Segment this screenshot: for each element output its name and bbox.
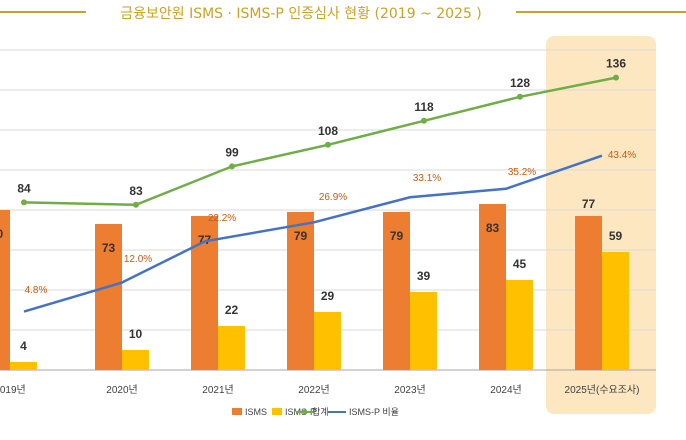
bar-ismsp-5 [506,280,533,370]
bar-isms-4 [383,212,410,370]
label-isms-0: 80 [0,227,3,241]
legend-label-ratio: ISMS-P 비율 [349,407,399,417]
bar-ismsp-3 [314,312,341,370]
point-total-2 [229,163,235,170]
label-ismsp-3: 29 [321,289,335,303]
label-ismsp-1: 10 [129,327,143,341]
label-ratio-3: 26.9% [319,192,347,203]
label-ismsp-6: 59 [609,229,623,243]
bar-ismsp-4 [410,292,437,370]
label-isms-3: 79 [294,229,308,243]
label-ratio-4: 33.1% [413,173,441,184]
label-total-1: 83 [129,184,143,198]
bar-ismsp-2 [218,326,245,370]
x-tick-label-1: 2020년 [106,384,137,396]
point-total-3 [325,141,331,148]
x-tick-label-0: 2019년 [0,384,26,396]
label-total-0: 84 [17,181,31,195]
legend-label-total: 합계 [312,406,329,417]
bar-isms-5 [479,204,506,370]
point-total-4 [421,117,427,124]
legend-label-isms: ISMS [245,407,267,417]
x-tick-label-4: 2023년 [394,384,425,396]
label-total-2: 99 [225,145,239,159]
bar-ismsp-6 [602,252,629,370]
label-ratio-5: 35.2% [508,167,536,178]
label-total-4: 118 [414,100,434,114]
bar-isms-1 [95,224,122,370]
legend-marker-total [302,409,308,415]
label-isms-4: 79 [390,229,404,243]
legend-swatch-ismsp [272,408,282,415]
label-ismsp-2: 22 [225,303,239,317]
label-ratio-2: 22.2% [208,213,236,224]
bar-isms-6 [575,216,602,370]
point-total-6 [613,74,619,81]
label-ratio-6: 43.4% [608,150,636,161]
point-total-5 [517,93,523,100]
label-isms-5: 83 [486,221,500,235]
label-ratio-1: 12.0% [124,254,152,265]
x-tick-label-3: 2022년 [298,384,329,396]
x-tick-label-5: 2024년 [490,384,521,396]
legend-swatch-isms [232,408,242,415]
label-total-3: 108 [318,124,338,138]
label-ratio-0: 4.8% [25,285,48,296]
bar-isms-3 [287,212,314,370]
point-total-1 [133,201,139,208]
bar-ismsp-1 [122,350,149,370]
x-tick-label-2: 2021년 [202,384,233,396]
line-total [23,76,617,207]
label-ismsp-5: 45 [513,257,527,271]
label-isms-1: 73 [102,241,116,255]
label-total-6: 136 [606,57,626,71]
label-ismsp-4: 39 [417,269,431,283]
label-isms-6: 77 [582,197,596,211]
point-total-0 [21,199,27,206]
line-ratio [23,154,603,313]
label-total-5: 128 [510,76,530,90]
bar-ismsp-0 [10,362,37,370]
bar-isms-0 [0,210,10,370]
chart-title: 금융보안원 ISMS · ISMS-P 인증심사 현황 (2019 ~ 2025… [120,6,482,22]
x-tick-label-6: 2025년(수요조사) [565,384,640,396]
label-ismsp-0: 4 [20,339,27,353]
